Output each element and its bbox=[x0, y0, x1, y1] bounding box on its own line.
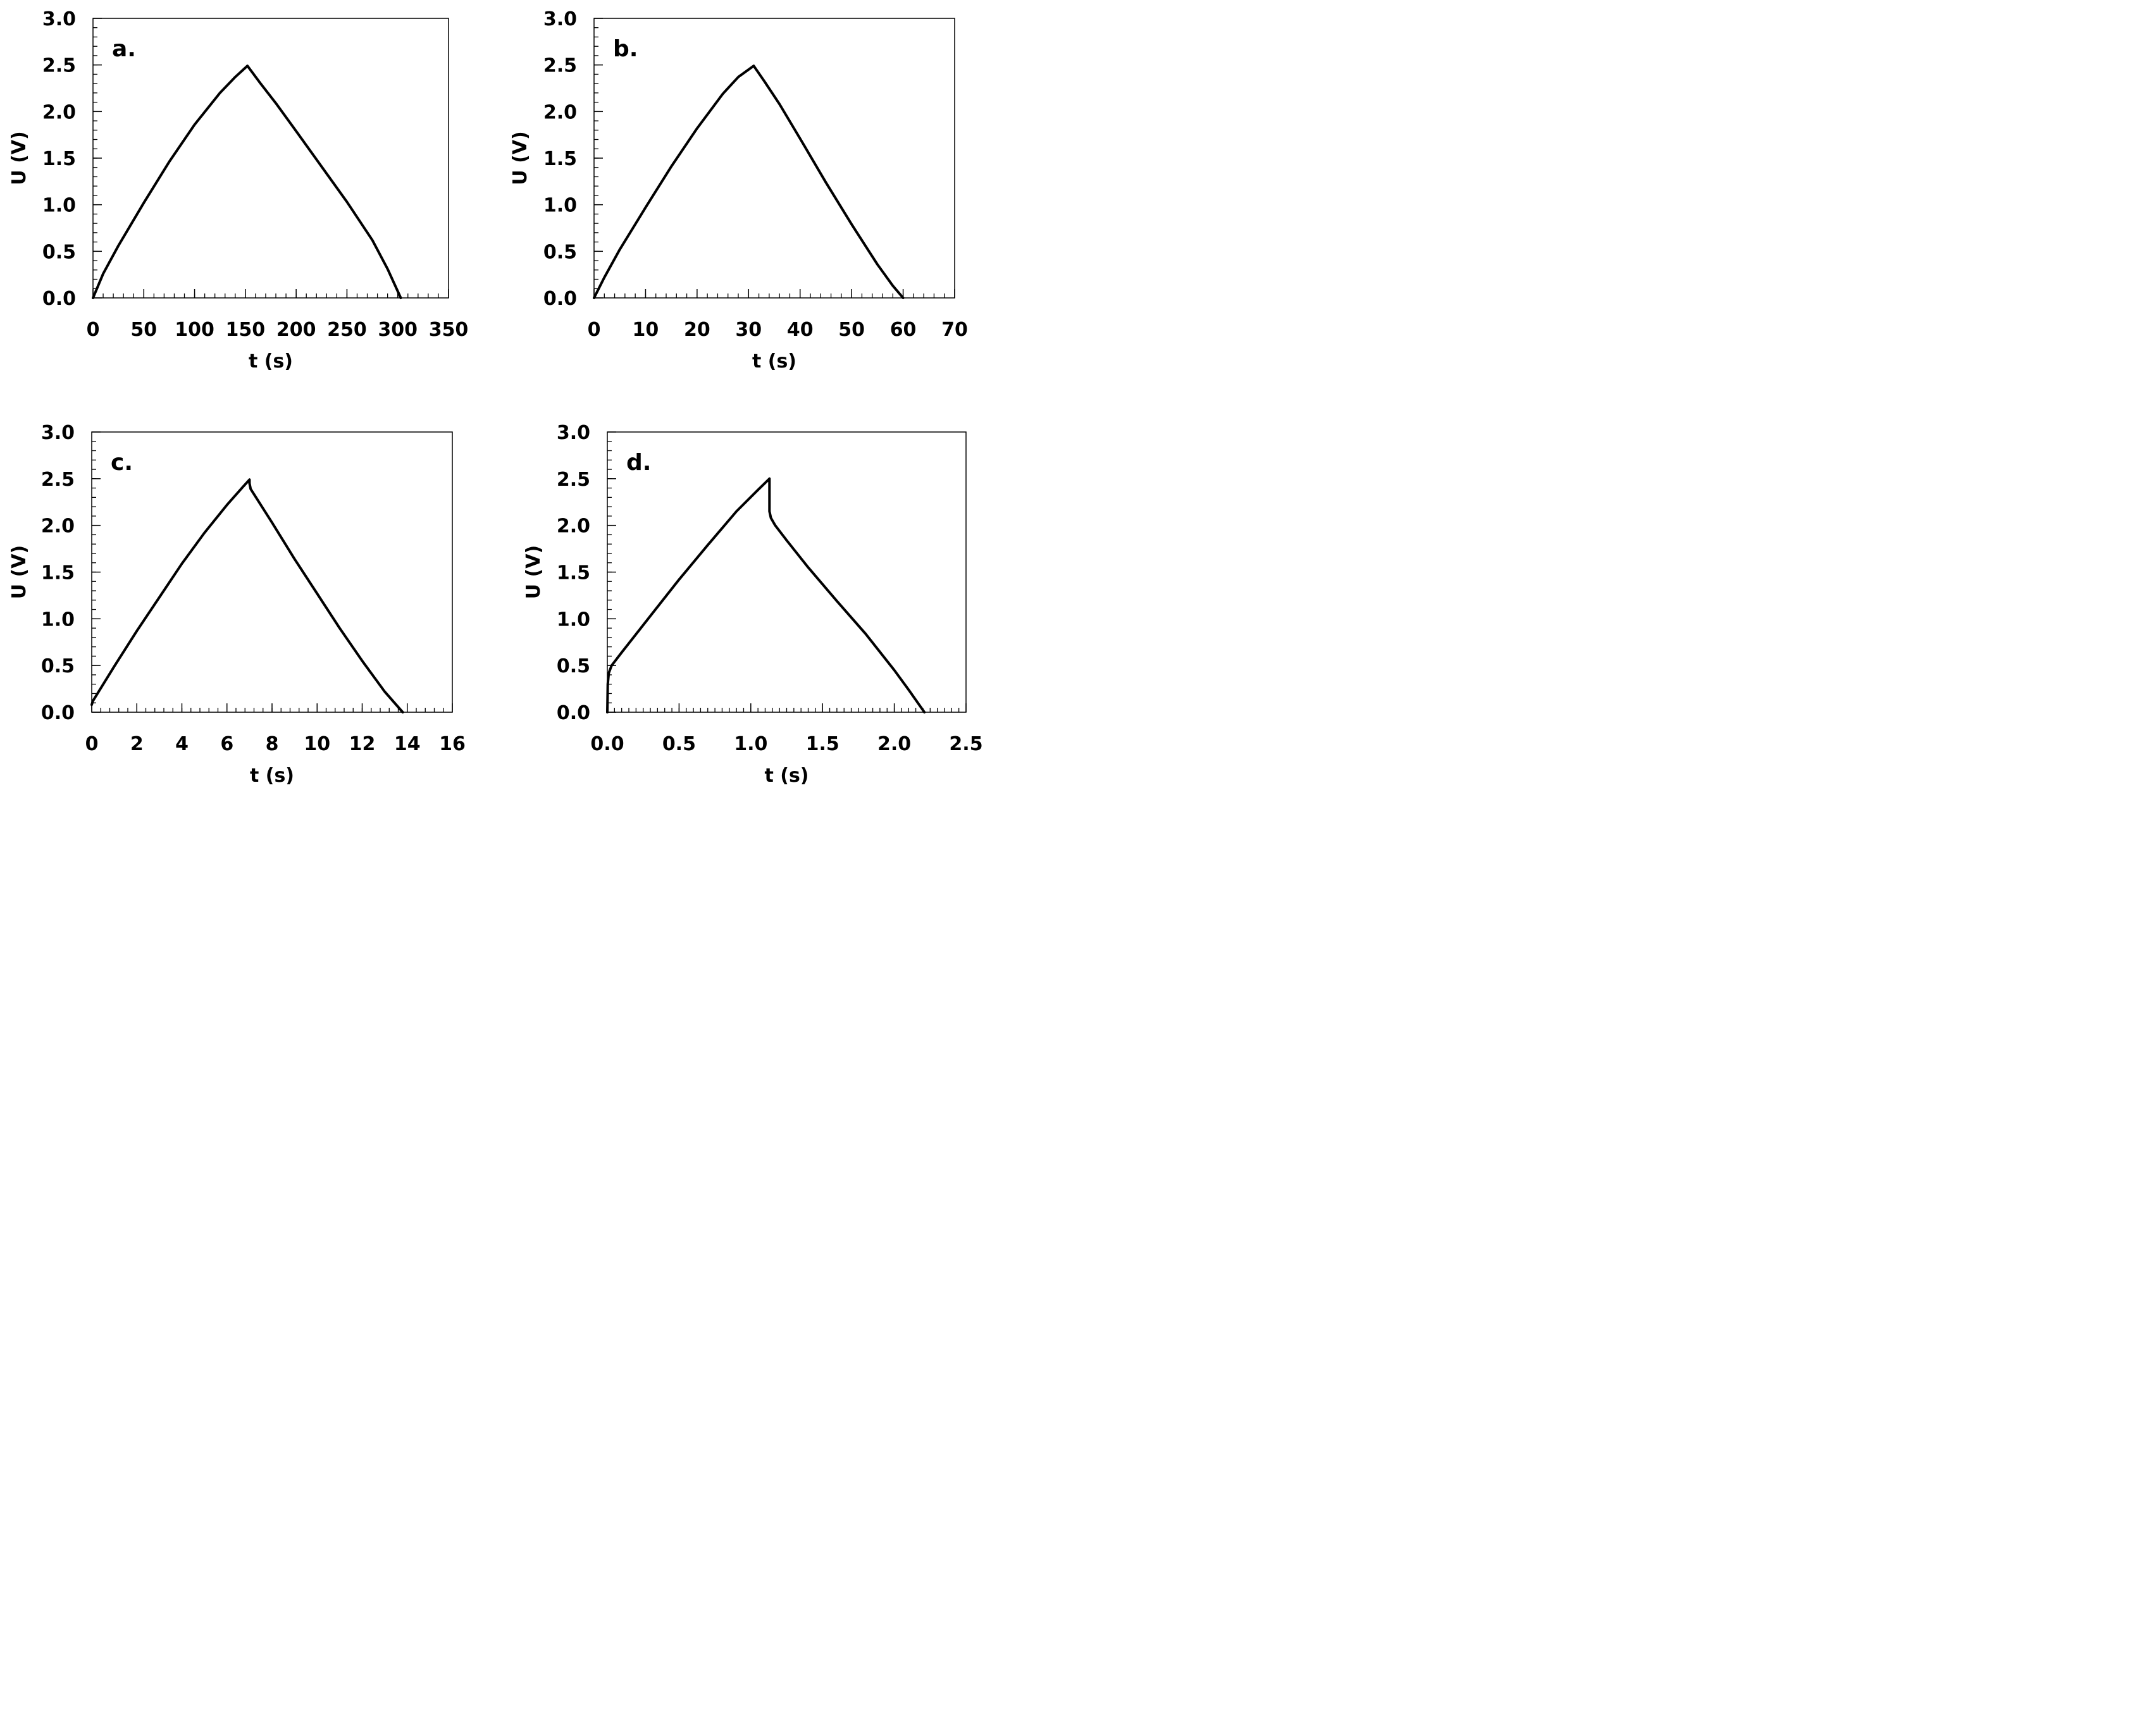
panel-label: b. bbox=[613, 36, 638, 62]
x-tick-label: 10 bbox=[304, 733, 330, 755]
x-tick-label: 12 bbox=[349, 733, 376, 755]
y-tick-label: 0.0 bbox=[543, 288, 577, 310]
y-tick-label: 1.5 bbox=[557, 562, 590, 584]
x-tick-label: 300 bbox=[378, 319, 418, 341]
y-axis-title: U (V) bbox=[8, 131, 30, 185]
x-tick-label: 350 bbox=[429, 319, 469, 341]
panel-label: c. bbox=[111, 450, 133, 476]
chart-panel-4: 0.0 0.5 1.0 1.5 2.0 2.5 0.0 0.5 1.0 1.5 2.0 2.5 3.0 t… bbox=[523, 422, 983, 787]
charge-discharge-curve bbox=[90, 478, 404, 713]
x-axis-title: t (s) bbox=[752, 350, 796, 373]
x-tick-label: 100 bbox=[175, 319, 214, 341]
y-tick-label: 0.0 bbox=[41, 702, 75, 724]
x-tick-label: 14 bbox=[394, 733, 421, 755]
x-tick-label: 20 bbox=[684, 319, 710, 341]
y-tick-label: 1.0 bbox=[557, 608, 590, 631]
plot-frame bbox=[92, 18, 449, 299]
figure-canvas: 0 50 100 150 200 250 300 3500.00.51.01.52.02.53… bbox=[8, 8, 983, 787]
x-tick-label: 150 bbox=[226, 319, 266, 341]
x-tick-label: 2 bbox=[130, 733, 144, 755]
y-axis-title: U (V) bbox=[8, 545, 30, 599]
y-tick-label: 2.5 bbox=[543, 55, 577, 77]
y-tick-label: 2.0 bbox=[42, 101, 76, 123]
charge-discharge-curve bbox=[92, 65, 402, 299]
y-tick-label: 2.5 bbox=[42, 55, 76, 77]
chart-panel-2: 0 10 20 30 40 50 60 70 0.0 0.5 1.0 1.5 2.0 2.5 3.0 t (s… bbox=[509, 8, 968, 373]
x-tick-label: 200 bbox=[276, 319, 316, 341]
chart-panel-1: 0 50 100 150 200 250 300 350 0.0 0.5 1.0 1.5 2.0 2.5 3… bbox=[8, 8, 468, 373]
y-tick-label: 3.0 bbox=[42, 8, 76, 30]
plot-frame bbox=[593, 18, 955, 299]
x-axis-title: t (s) bbox=[250, 765, 294, 787]
x-tick-label: 0.5 bbox=[662, 733, 696, 755]
panel-label: d. bbox=[626, 450, 651, 476]
x-tick-label: 1.0 bbox=[734, 733, 767, 755]
y-tick-label: 2.0 bbox=[557, 515, 590, 538]
x-tick-label: 50 bbox=[130, 319, 157, 341]
y-axis-title: U (V) bbox=[509, 131, 531, 185]
x-tick-label: 30 bbox=[735, 319, 762, 341]
y-tick-label: 1.5 bbox=[42, 148, 76, 170]
x-tick-label: 50 bbox=[838, 319, 865, 341]
x-tick-label: 16 bbox=[439, 733, 466, 755]
x-tick-label: 6 bbox=[220, 733, 233, 755]
y-tick-label: 1.0 bbox=[543, 195, 577, 217]
x-tick-label: 0 bbox=[87, 319, 100, 341]
x-tick-label: 2.5 bbox=[949, 733, 982, 755]
y-tick-label: 1.5 bbox=[41, 562, 75, 584]
y-tick-label: 2.0 bbox=[41, 515, 75, 538]
x-tick-label: 10 bbox=[633, 319, 659, 341]
x-tick-label: 0 bbox=[85, 733, 99, 755]
x-tick-label: 0.0 bbox=[590, 733, 624, 755]
y-tick-label: 3.0 bbox=[543, 8, 577, 30]
x-tick-label: 40 bbox=[787, 319, 814, 341]
x-tick-label: 8 bbox=[266, 733, 279, 755]
plot-frame bbox=[607, 431, 967, 713]
x-axis-title: t (s) bbox=[764, 765, 808, 787]
y-tick-label: 1.0 bbox=[41, 608, 75, 631]
y-tick-label: 0.5 bbox=[42, 241, 76, 263]
x-tick-label: 4 bbox=[175, 733, 189, 755]
charge-discharge-curve bbox=[593, 65, 905, 299]
plot-frame bbox=[91, 431, 453, 713]
y-tick-label: 2.5 bbox=[41, 469, 75, 491]
x-tick-label: 0 bbox=[588, 319, 601, 341]
x-tick-label: 70 bbox=[941, 319, 968, 341]
x-tick-label: 60 bbox=[890, 319, 917, 341]
y-tick-label: 1.0 bbox=[42, 195, 76, 217]
y-tick-label: 3.0 bbox=[557, 422, 590, 444]
x-tick-label: 2.0 bbox=[877, 733, 911, 755]
y-tick-label: 2.5 bbox=[557, 469, 590, 491]
chart-panel-3: 0 2 4 6 8 10 12 14 16 0.0 0.5 1.0 1.5 2.0 2.5 3.0 t (s) U… bbox=[8, 422, 466, 787]
charge-discharge-curve bbox=[606, 477, 926, 713]
y-tick-label: 1.5 bbox=[543, 148, 577, 170]
y-tick-label: 0.5 bbox=[41, 655, 75, 677]
y-tick-label: 3.0 bbox=[41, 422, 75, 444]
y-tick-label: 2.0 bbox=[543, 101, 577, 123]
y-tick-label: 0.0 bbox=[557, 702, 590, 724]
y-tick-label: 0.5 bbox=[543, 241, 577, 263]
x-tick-label: 250 bbox=[327, 319, 367, 341]
panel-label: a. bbox=[112, 36, 136, 62]
y-tick-label: 0.0 bbox=[42, 288, 76, 310]
y-axis-title: U (V) bbox=[523, 545, 545, 599]
x-tick-label: 1.5 bbox=[806, 733, 839, 755]
y-tick-label: 0.5 bbox=[557, 655, 590, 677]
x-axis-title: t (s) bbox=[249, 350, 293, 373]
